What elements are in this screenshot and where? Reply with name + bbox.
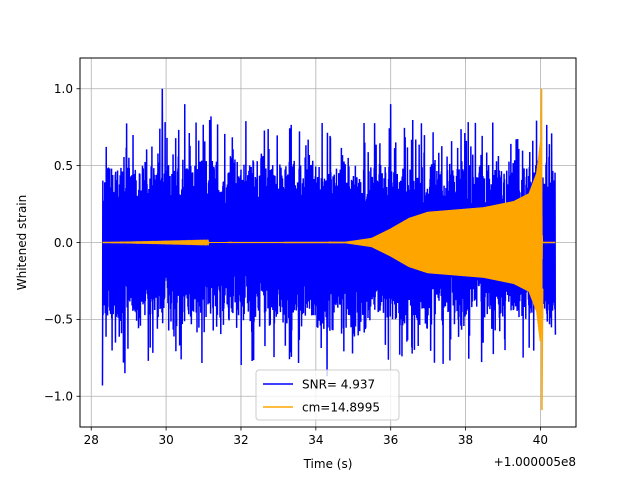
x-axis-offset-label: +1.000005e8 (494, 455, 576, 469)
series-cm-merger-spike (540, 88, 544, 411)
y-axis-label: Whitened strain (15, 195, 29, 291)
x-axis-label: Time (s) (303, 457, 353, 471)
y-tick-label: 1.0 (54, 82, 73, 96)
series-cm-line (102, 142, 556, 341)
y-tick-label: −1.0 (44, 390, 73, 404)
axis-ticks: 28 30 32 34 36 38 40 −1.0 −0.5 0.0 0.5 1.0 (44, 82, 548, 447)
x-tick-label: 40 (533, 433, 548, 447)
x-tick-label: 34 (308, 433, 323, 447)
x-tick-label: 30 (158, 433, 173, 447)
y-tick-label: 0.5 (54, 159, 73, 173)
y-tick-label: 0.0 (54, 236, 73, 250)
legend-label-snr: SNR= 4.937 (302, 378, 375, 392)
legend: SNR= 4.937 cm=14.8995 (255, 369, 400, 421)
legend-label-cm: cm=14.8995 (302, 401, 380, 415)
x-tick-label: 28 (84, 433, 99, 447)
y-tick-label: −0.5 (44, 313, 73, 327)
series-layer (101, 88, 557, 411)
series-snr-line (101, 88, 557, 386)
x-tick-label: 36 (383, 433, 398, 447)
x-tick-label: 32 (233, 433, 248, 447)
x-tick-label: 38 (458, 433, 473, 447)
